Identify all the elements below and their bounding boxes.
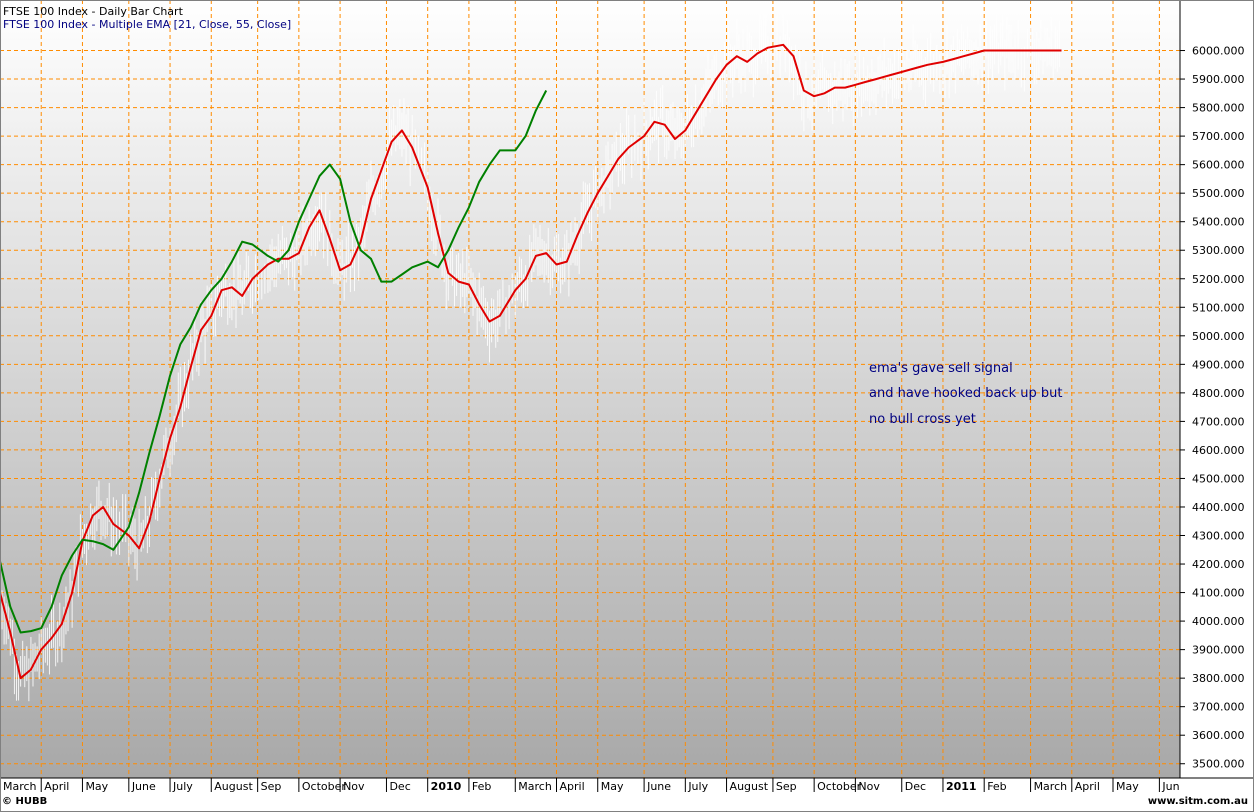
y-tick-label: 4500.000 <box>1192 472 1245 485</box>
y-tick-label: 5700.000 <box>1192 130 1245 143</box>
chart-title: FTSE 100 Index - Daily Bar Chart <box>3 5 183 18</box>
annotation-text: no bull cross yet <box>869 412 976 427</box>
plot-background <box>0 0 1180 778</box>
x-tick-label: June <box>131 780 156 793</box>
y-tick-label: 4700.000 <box>1192 415 1245 428</box>
y-tick-label: 5100.000 <box>1192 301 1245 314</box>
ema-21-line <box>0 43 1062 680</box>
y-tick-label: 4000.000 <box>1192 615 1245 628</box>
x-tick-label: Feb <box>472 780 491 793</box>
x-tick-label: April <box>560 780 585 793</box>
x-tick-label: June <box>646 780 671 793</box>
y-tick-label: 5400.000 <box>1192 216 1245 229</box>
y-tick-label: 3600.000 <box>1192 729 1245 742</box>
x-tick-label: July <box>172 780 193 793</box>
price-axis-background <box>1180 0 1254 778</box>
y-tick-label: 5300.000 <box>1192 244 1245 257</box>
x-tick-label: July <box>687 780 708 793</box>
x-tick-label: Dec <box>905 780 926 793</box>
x-tick-label: August <box>214 780 253 793</box>
y-tick-label: 3800.000 <box>1192 672 1245 685</box>
x-tick-label: October <box>817 780 861 793</box>
y-tick-label: 3900.000 <box>1192 644 1245 657</box>
date-axis-background <box>0 778 1254 812</box>
x-tick-label: May <box>1116 780 1139 793</box>
x-tick-label: Feb <box>987 780 1006 793</box>
y-tick-label: 5900.000 <box>1192 73 1245 86</box>
x-tick-label: Nov <box>858 780 880 793</box>
x-tick-label: Jun <box>1161 780 1179 793</box>
x-tick-label: 2011 <box>946 780 977 793</box>
x-tick-label: May <box>601 780 624 793</box>
x-tick-label: Sep <box>261 780 282 793</box>
copyright-label: © HUBB <box>2 796 48 807</box>
y-tick-label: 5200.000 <box>1192 273 1245 286</box>
annotation-text: ema's gave sell signal <box>869 361 1013 376</box>
y-tick-label: 3500.000 <box>1192 758 1245 771</box>
website-label: www.sitm.com.au <box>1147 796 1248 807</box>
y-tick-label: 5500.000 <box>1192 187 1245 200</box>
y-tick-label: 4400.000 <box>1192 501 1245 514</box>
y-tick-label: 4200.000 <box>1192 558 1245 571</box>
x-tick-label: Nov <box>343 780 365 793</box>
chart-subtitle: FTSE 100 Index - Multiple EMA [21, Close… <box>3 18 292 31</box>
x-tick-label: Dec <box>389 780 410 793</box>
x-tick-label: March <box>3 780 37 793</box>
x-tick-label: April <box>1075 780 1100 793</box>
x-tick-label: May <box>85 780 108 793</box>
x-tick-label: 2010 <box>431 780 462 793</box>
ema-55-line <box>0 90 548 634</box>
y-tick-label: 5000.000 <box>1192 330 1245 343</box>
x-tick-label: April <box>44 780 69 793</box>
y-tick-label: 4800.000 <box>1192 387 1245 400</box>
y-tick-label: 4100.000 <box>1192 587 1245 600</box>
y-tick-label: 4600.000 <box>1192 444 1245 457</box>
x-tick-label: August <box>730 780 769 793</box>
y-tick-label: 4900.000 <box>1192 358 1245 371</box>
x-tick-label: March <box>1034 780 1068 793</box>
y-tick-label: 6000.000 <box>1192 45 1245 58</box>
x-tick-label: March <box>518 780 552 793</box>
y-tick-label: 3700.000 <box>1192 701 1245 714</box>
y-tick-label: 5800.000 <box>1192 102 1245 115</box>
x-tick-label: October <box>302 780 346 793</box>
y-tick-label: 5600.000 <box>1192 159 1245 172</box>
y-tick-label: 4300.000 <box>1192 530 1245 543</box>
annotation-text: and have hooked back up but <box>869 386 1062 401</box>
x-tick-label: Sep <box>776 780 797 793</box>
